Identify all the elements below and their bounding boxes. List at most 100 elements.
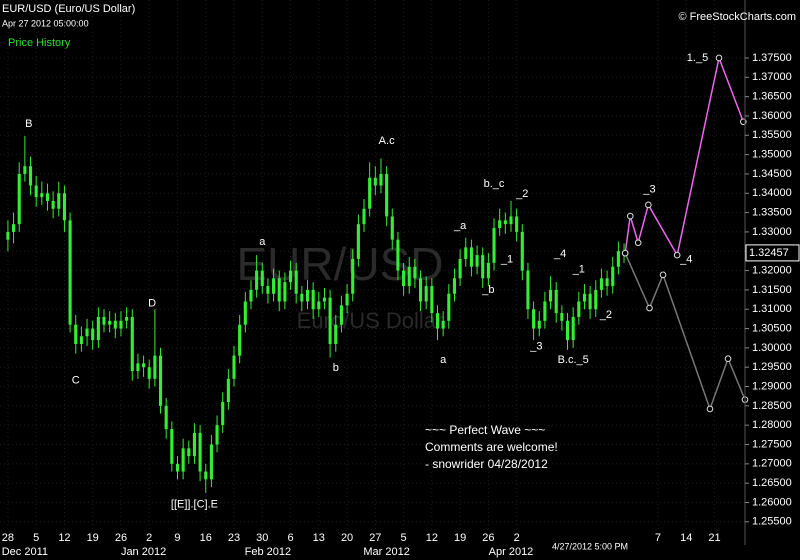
- candle-body: [187, 448, 191, 457]
- candle-body: [226, 378, 230, 402]
- candle-body: [74, 324, 78, 345]
- candle-body: [300, 293, 304, 302]
- y-tick-label: 1.34000: [752, 187, 792, 199]
- candle-body: [520, 231, 524, 271]
- x-tick-label: 30: [256, 532, 268, 544]
- y-tick-label: 1.32000: [752, 264, 792, 276]
- candle-body: [272, 278, 276, 294]
- wave-label: B: [25, 118, 32, 130]
- candle-body: [142, 363, 146, 368]
- wave-label: D: [148, 298, 156, 310]
- candle-body: [51, 200, 55, 209]
- projection-point: [645, 201, 652, 209]
- candle-body: [164, 405, 168, 430]
- x-tick-label: 12: [426, 532, 438, 544]
- candle-body: [565, 320, 570, 341]
- candle-body: [351, 258, 355, 294]
- candle-body: [243, 301, 247, 325]
- candle-body: [221, 401, 225, 426]
- candle-body: [260, 270, 264, 287]
- candle-body: [12, 224, 16, 232]
- y-tick-label: 1.29500: [752, 361, 792, 373]
- wave-label: b._c: [484, 178, 505, 190]
- candle-body: [125, 316, 129, 321]
- y-tick-label: 1.28000: [752, 419, 792, 431]
- candle-body: [85, 328, 89, 337]
- wave-label: C: [72, 375, 80, 387]
- wave-label: _1: [500, 254, 513, 266]
- candle-body: [492, 228, 496, 263]
- y-tick-label: 1.27500: [752, 438, 792, 450]
- wave-label: a: [440, 354, 447, 366]
- candle-body: [238, 324, 242, 356]
- wave-label: [[E]].[C].E: [171, 499, 218, 511]
- candle-body: [441, 320, 445, 329]
- candle-body: [91, 328, 95, 341]
- candle-body: [548, 289, 553, 302]
- plot: B C D [[E]].[C].E a b A.c _aa b._c _2 _1 _b _4 _1 _3 _2…: [6, 52, 749, 511]
- candle-body: [402, 270, 406, 287]
- candle-body: [311, 289, 315, 310]
- x-tick-label: 9: [174, 532, 180, 544]
- candle-body: [373, 177, 377, 186]
- x-tick-label: 20: [341, 532, 353, 544]
- wave-label: _2: [515, 188, 528, 200]
- y-tick-label: 1.25500: [752, 516, 792, 528]
- y-tick-label: 1.37000: [752, 71, 792, 83]
- candle-body: [215, 425, 219, 445]
- candle-body: [475, 255, 479, 267]
- candle-body: [108, 320, 112, 325]
- y-tick-label: 1.27000: [752, 458, 792, 470]
- x-tick-label: 2: [146, 532, 152, 544]
- x-tick-label: 27: [369, 532, 381, 544]
- candle-body: [599, 278, 603, 290]
- wave-label: B.c._5: [558, 354, 589, 366]
- last-time-label: 4/27/2012 5:00 PM: [552, 541, 628, 551]
- candle-body: [481, 255, 485, 279]
- candle-body: [158, 355, 163, 406]
- candle-body: [266, 286, 270, 294]
- candle-body: [255, 270, 259, 290]
- candle-body: [294, 270, 298, 294]
- candle-body: [170, 429, 174, 464]
- x-tick-label: 6: [287, 532, 293, 544]
- candle-body: [45, 193, 50, 201]
- candle-body: [526, 270, 530, 310]
- x-month-label: Apr 2012: [489, 546, 534, 558]
- projection-point: [626, 212, 634, 220]
- projection-point: [673, 251, 681, 259]
- candle-body: [345, 293, 349, 306]
- candle-body: [339, 305, 343, 325]
- candle-body: [57, 193, 61, 209]
- x-tick-label: 2: [514, 532, 520, 544]
- candle-body: [554, 289, 558, 314]
- candle-body: [119, 320, 123, 329]
- candle-body: [204, 471, 208, 480]
- x-tick-label: 26: [482, 532, 494, 544]
- candle-body: [447, 293, 451, 321]
- x-tick-label: 16: [200, 532, 212, 544]
- candle-body: [611, 266, 615, 287]
- projection-point: [646, 304, 653, 312]
- projection-point: [621, 249, 629, 257]
- candle-body: [34, 185, 38, 198]
- projection-point: [634, 239, 642, 247]
- y-tick-label: 1.30000: [752, 342, 792, 354]
- candle-body: [130, 316, 134, 372]
- last-price-label: 1.32457: [749, 247, 789, 259]
- copyright: © FreeStockCharts.com: [678, 11, 796, 23]
- candle-body: [464, 247, 468, 259]
- candle-body: [356, 224, 360, 259]
- candle-body: [452, 278, 457, 294]
- candle-body: [113, 320, 117, 329]
- watermark-name: Euro/US Dollar: [297, 308, 444, 333]
- candle-body: [317, 301, 321, 310]
- candle-body: [435, 313, 440, 329]
- candle-body: [390, 216, 394, 240]
- projection-line: [624, 252, 746, 412]
- legend-entry: Price History: [8, 37, 71, 49]
- x-tick-label: 12: [58, 532, 70, 544]
- candle-body: [102, 316, 106, 325]
- x-tick-label: 19: [454, 532, 466, 544]
